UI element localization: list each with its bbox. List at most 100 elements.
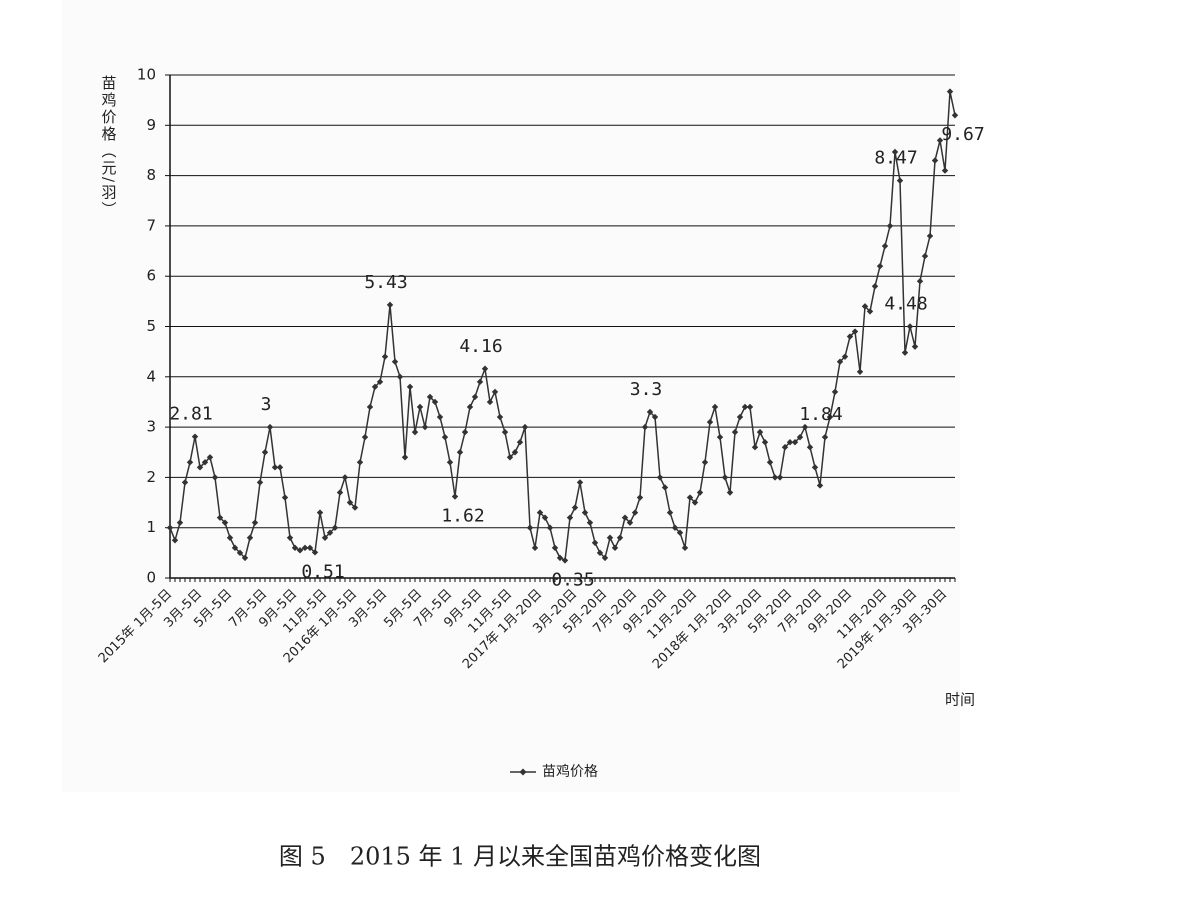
y-tick-label: 7 — [146, 216, 156, 234]
point — [371, 383, 379, 391]
point — [596, 549, 604, 557]
point — [221, 519, 229, 526]
point — [891, 148, 899, 156]
point — [591, 539, 599, 546]
point — [401, 454, 409, 461]
point — [411, 428, 419, 436]
point — [451, 493, 459, 500]
legend-label: 苗鸡价格 — [542, 763, 598, 780]
point — [671, 524, 679, 531]
point — [736, 413, 744, 421]
y-tick-label: 4 — [146, 367, 156, 385]
point — [676, 529, 684, 536]
point — [306, 544, 314, 552]
point — [456, 449, 464, 456]
point — [911, 343, 919, 350]
point — [616, 534, 624, 541]
value-label: 2.81 — [169, 404, 212, 425]
value-label: 5.43 — [364, 272, 407, 293]
point — [351, 504, 359, 511]
point — [761, 438, 769, 446]
y-axis-label: 苗鸡价格（元/羽） — [100, 75, 118, 218]
point — [826, 413, 834, 421]
point — [886, 222, 894, 230]
point — [366, 403, 374, 411]
point — [791, 438, 799, 446]
point — [436, 413, 444, 421]
point — [391, 358, 399, 365]
y-tick-label: 2 — [146, 468, 156, 486]
point — [641, 423, 649, 431]
point — [771, 474, 779, 481]
point — [251, 519, 259, 526]
point — [256, 479, 264, 486]
point — [481, 365, 489, 372]
point — [711, 403, 719, 411]
value-label: 1.84 — [799, 404, 842, 425]
point — [866, 308, 874, 315]
point — [851, 328, 859, 335]
point — [226, 534, 234, 541]
point — [396, 373, 404, 380]
value-label: 0.35 — [551, 569, 594, 590]
point — [766, 459, 774, 466]
point — [796, 433, 804, 441]
point — [861, 303, 869, 310]
point — [276, 464, 284, 471]
point — [871, 283, 879, 290]
point — [426, 393, 434, 401]
point — [336, 489, 344, 496]
point — [901, 349, 909, 356]
point — [386, 301, 394, 309]
point — [301, 544, 309, 552]
point — [406, 383, 414, 391]
point — [531, 544, 539, 552]
point — [906, 323, 914, 330]
point — [166, 524, 174, 531]
point — [346, 499, 354, 506]
point — [811, 464, 819, 471]
point — [536, 509, 544, 516]
point — [486, 398, 494, 406]
point — [821, 433, 829, 441]
caption: 图 5 2015 年 1 月以来全国苗鸡价格变化图 — [279, 843, 761, 871]
point — [606, 534, 614, 541]
value-label: 3.3 — [630, 379, 663, 400]
point — [721, 474, 729, 481]
point — [341, 474, 349, 481]
point — [831, 388, 839, 396]
point — [496, 413, 504, 421]
point — [946, 88, 954, 95]
point — [466, 403, 474, 411]
chart-panel — [62, 0, 960, 792]
x-axis-label: 时间 — [945, 691, 975, 709]
point — [261, 449, 269, 456]
y-tick-label: 1 — [146, 518, 156, 536]
y-tick-label: 10 — [137, 66, 156, 84]
point — [936, 137, 944, 144]
value-label: 0.51 — [301, 561, 344, 582]
point — [631, 509, 639, 516]
y-tick-label: 0 — [146, 569, 156, 587]
point — [726, 489, 734, 496]
point — [446, 459, 454, 466]
point — [201, 459, 209, 466]
point — [206, 454, 214, 461]
y-tick-label: 6 — [146, 267, 156, 285]
point — [561, 557, 569, 564]
point — [611, 544, 619, 552]
point — [581, 509, 589, 516]
point — [621, 514, 629, 521]
point — [326, 529, 334, 536]
point — [551, 544, 559, 552]
point — [181, 479, 189, 486]
point — [376, 378, 384, 386]
point — [576, 479, 584, 486]
point — [746, 403, 754, 411]
point — [916, 278, 924, 285]
value-label: 3 — [261, 394, 272, 415]
point — [511, 449, 519, 456]
value-label: 1.62 — [441, 506, 484, 527]
point — [601, 554, 609, 562]
point — [281, 494, 289, 501]
